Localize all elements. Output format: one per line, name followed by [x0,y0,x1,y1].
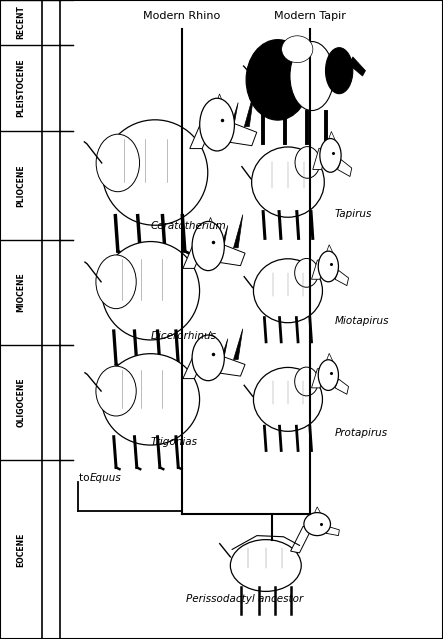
Text: EOCENE: EOCENE [16,532,26,567]
Text: Protapirus: Protapirus [334,427,388,438]
Ellipse shape [304,512,330,535]
Text: to: to [79,473,93,483]
Polygon shape [227,123,257,146]
Text: Equus: Equus [90,473,122,483]
Ellipse shape [230,539,301,592]
Polygon shape [218,356,245,376]
Polygon shape [206,217,215,230]
Polygon shape [335,379,349,394]
Text: Ceratotherium: Ceratotherium [151,220,226,231]
Polygon shape [311,369,325,388]
Ellipse shape [192,222,224,271]
Text: Modern Rhino: Modern Rhino [143,11,220,21]
Polygon shape [190,120,214,149]
Ellipse shape [101,354,199,445]
Ellipse shape [282,36,313,63]
Ellipse shape [295,146,320,178]
Text: Perissodactyl ancestor: Perissodactyl ancestor [186,594,303,604]
Polygon shape [232,102,238,123]
Ellipse shape [318,251,338,282]
Ellipse shape [96,134,140,192]
Polygon shape [311,260,325,279]
Text: MIOCENE: MIOCENE [16,272,26,312]
Polygon shape [326,245,334,254]
Ellipse shape [253,367,323,431]
Ellipse shape [320,139,341,173]
Ellipse shape [295,258,318,287]
Ellipse shape [96,366,136,416]
Ellipse shape [102,120,208,226]
Text: Tapirus: Tapirus [334,209,372,219]
Ellipse shape [290,42,334,111]
Ellipse shape [200,98,234,151]
Polygon shape [313,148,327,169]
Polygon shape [326,527,339,535]
Polygon shape [328,132,336,141]
Ellipse shape [253,259,323,323]
Text: Trigonias: Trigonias [151,437,198,447]
Text: Modern Tapir: Modern Tapir [274,11,346,21]
Polygon shape [222,339,228,356]
Polygon shape [218,244,245,266]
Text: PLIOCENE: PLIOCENE [16,164,26,206]
Ellipse shape [252,147,324,217]
Text: RECENT: RECENT [16,5,26,40]
Polygon shape [314,507,322,515]
Ellipse shape [192,335,224,381]
Polygon shape [206,331,215,343]
Polygon shape [335,270,349,286]
Ellipse shape [246,40,309,120]
Text: OLIGOCENE: OLIGOCENE [16,378,26,427]
Text: PLEISTOCENE: PLEISTOCENE [16,59,26,117]
Polygon shape [214,94,225,107]
Ellipse shape [295,367,318,396]
Polygon shape [291,527,312,553]
Ellipse shape [318,360,338,390]
Ellipse shape [101,242,199,340]
Polygon shape [338,160,352,176]
Polygon shape [233,215,243,248]
Text: Miotapirus: Miotapirus [334,316,389,327]
Polygon shape [326,353,334,362]
Polygon shape [233,328,243,360]
Polygon shape [349,57,365,76]
Ellipse shape [326,48,353,94]
Text: Dicerorhinus: Dicerorhinus [151,331,217,341]
Polygon shape [183,353,206,378]
Polygon shape [245,91,254,127]
Polygon shape [183,242,206,268]
Polygon shape [222,226,228,244]
Ellipse shape [96,255,136,309]
